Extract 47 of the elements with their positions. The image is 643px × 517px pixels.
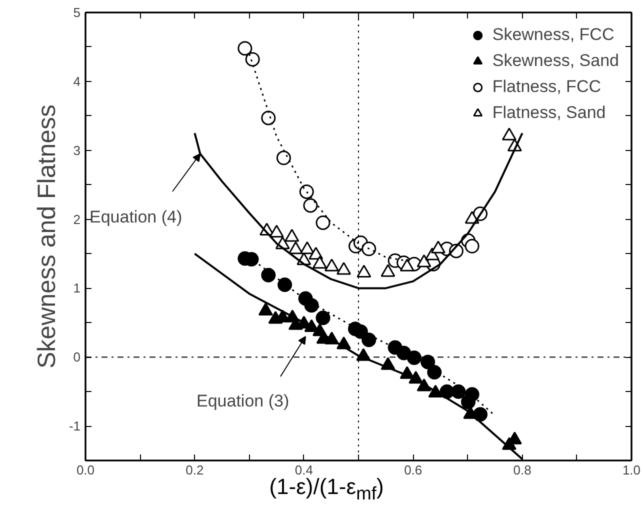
legend-label: Flatness, FCC	[492, 76, 601, 98]
point	[278, 278, 292, 292]
x-tick-label: 0.0	[76, 462, 95, 478]
legend-label: Skewness, Sand	[492, 50, 619, 72]
x-tick-label: 1.0	[622, 462, 641, 478]
y-tick-label: 3	[73, 142, 81, 158]
point	[356, 264, 372, 278]
point	[299, 184, 314, 199]
x-tick-label: 0.6	[404, 462, 422, 478]
annotation: Equation (4)	[90, 208, 182, 226]
point	[276, 150, 291, 166]
point	[316, 215, 330, 230]
point	[312, 256, 327, 269]
point	[304, 298, 319, 313]
point	[284, 228, 300, 242]
y-tick-label: 2	[73, 212, 81, 227]
point	[288, 241, 303, 254]
point	[324, 258, 339, 272]
legend-label: Flatness, Sand	[492, 102, 606, 124]
point	[316, 310, 330, 326]
point	[238, 41, 252, 56]
point	[300, 241, 314, 254]
y-tick-label: 1	[73, 280, 81, 296]
y-tick-label: 4	[73, 74, 81, 89]
y-tick-label: 5	[73, 5, 81, 20]
y-axis-title: Skewness and Flatness	[32, 104, 61, 369]
legend-label: Skewness, FCC	[492, 24, 614, 46]
point	[464, 211, 480, 224]
point	[258, 302, 273, 316]
x-tick-label: 0.8	[513, 462, 532, 478]
point	[362, 242, 376, 256]
point	[336, 262, 352, 275]
point	[261, 110, 276, 126]
point	[400, 258, 414, 272]
point	[416, 254, 432, 268]
annotation: Equation (3)	[196, 392, 290, 410]
y-tick-label: 0	[73, 350, 81, 365]
point	[464, 238, 480, 254]
point	[303, 198, 318, 213]
point	[269, 224, 284, 238]
point	[362, 332, 376, 348]
y-tick-label: -1	[68, 418, 81, 434]
point	[245, 52, 260, 67]
point	[380, 264, 396, 277]
x-tick-label: 0.2	[186, 462, 204, 478]
point	[430, 240, 446, 254]
point	[261, 268, 276, 282]
